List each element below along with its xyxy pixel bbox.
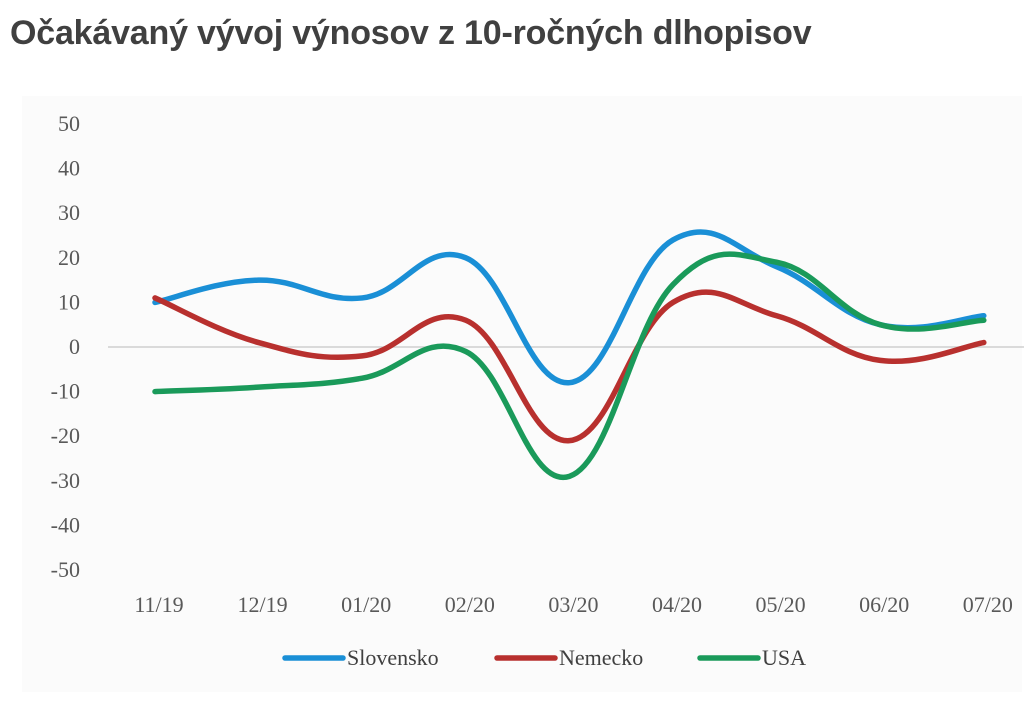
x-tick-label: 03/20 (548, 592, 598, 617)
y-tick-label: 40 (58, 156, 80, 181)
y-tick-label: -20 (51, 423, 80, 448)
series-line-nemecko (152, 289, 987, 444)
x-tick-label: 04/20 (652, 592, 702, 617)
x-tick-label: 02/20 (445, 592, 495, 617)
legend-label: USA (762, 645, 806, 670)
y-tick-label: -50 (51, 557, 80, 582)
y-tick-label: -40 (51, 512, 80, 537)
x-tick-label: 12/19 (238, 592, 288, 617)
y-tick-label: 50 (58, 111, 80, 136)
x-axis-ticks: 11/19 12/19 01/20 02/20 03/20 04/20 05/20 06/20… (134, 592, 1013, 617)
x-tick-label: 05/20 (756, 592, 806, 617)
series-line-usa (152, 251, 987, 481)
legend-label: Slovensko (347, 645, 439, 670)
x-tick-label: 01/20 (341, 592, 391, 617)
y-tick-label: 30 (58, 200, 80, 225)
y-tick-label: -30 (51, 468, 80, 493)
chart-title: Očakávaný vývoj výnosov z 10-ročných dlh… (10, 14, 812, 52)
x-tick-label: 07/20 (963, 592, 1013, 617)
x-tick-label: 06/20 (859, 592, 909, 617)
series-line-slovensko (152, 229, 987, 386)
legend: Slovensko Nemecko USA (282, 645, 806, 670)
series-lines (152, 229, 987, 481)
y-tick-label: -10 (51, 379, 80, 404)
y-tick-label: 10 (58, 289, 80, 314)
legend-label: Nemecko (559, 645, 643, 670)
y-axis-ticks: 50 40 30 20 10 0 -10 -20 -30 -40 -50 (51, 111, 80, 582)
x-tick-label: 11/19 (134, 592, 183, 617)
y-tick-label: 0 (69, 334, 80, 359)
y-tick-label: 20 (58, 245, 80, 270)
